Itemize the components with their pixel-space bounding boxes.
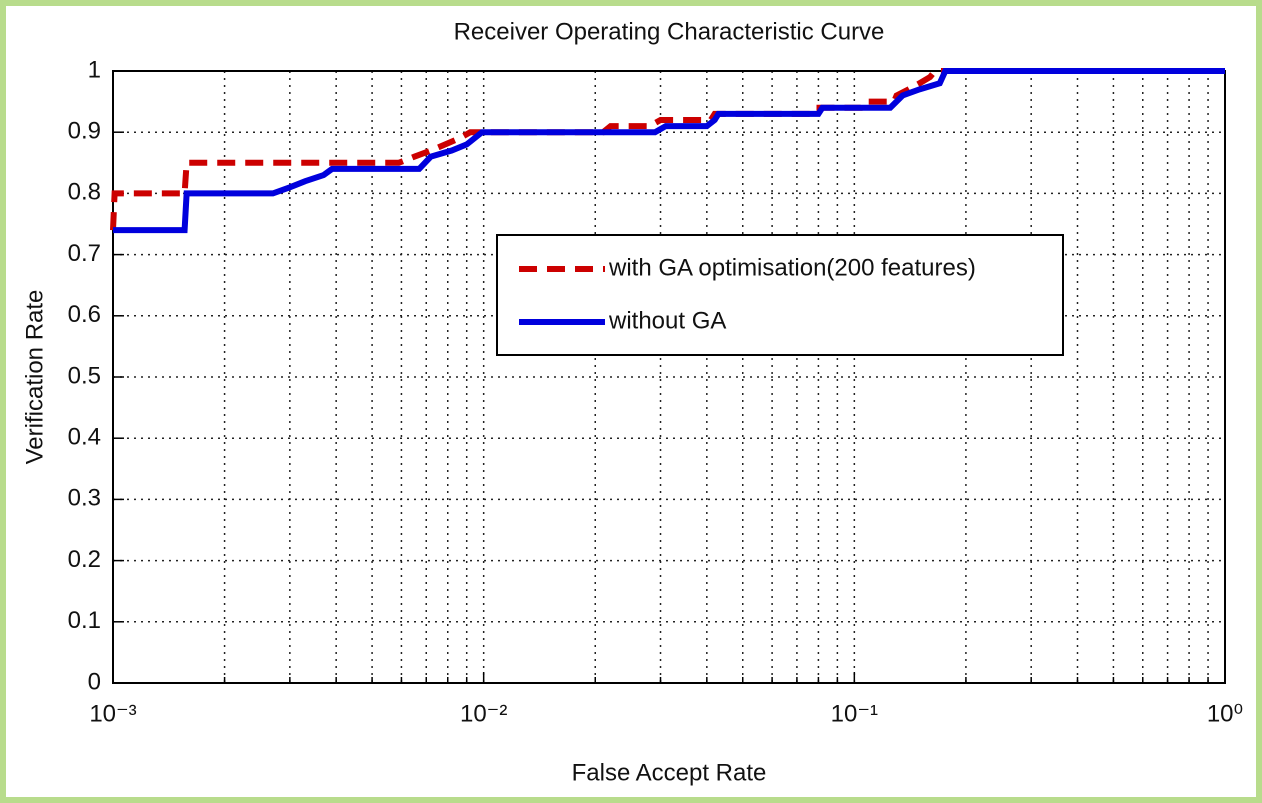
plot-frame — [112, 70, 1226, 684]
x-tick-label: 10⁻² — [460, 700, 507, 727]
x-tick-label: 10⁻³ — [89, 700, 136, 727]
legend-label: with GA optimisation(200 features) — [608, 254, 976, 281]
y-tick-label: 0.2 — [68, 546, 101, 573]
y-tick-label: 1 — [88, 56, 101, 83]
y-tick-label: 0.8 — [68, 179, 101, 206]
x-axis-label: False Accept Rate — [572, 759, 767, 786]
series-line — [110, 68, 1225, 231]
y-tick-label: 0.5 — [68, 362, 101, 389]
y-tick-label: 0.9 — [68, 118, 101, 145]
x-tick-label: 10⁻¹ — [831, 700, 878, 727]
y-tick-label: 0 — [88, 668, 101, 695]
y-tick-label: 0.7 — [68, 240, 101, 267]
legend-label: without GA — [608, 307, 726, 334]
y-axis-label: Verification Rate — [21, 290, 48, 465]
y-tick-label: 0.4 — [68, 424, 101, 451]
y-tick-label: 0.3 — [68, 485, 101, 512]
y-tick-label: 0.6 — [68, 301, 101, 328]
x-tick-label: 10⁰ — [1207, 700, 1243, 727]
legend-box — [496, 234, 1064, 356]
series-line — [113, 68, 1225, 234]
chart-title: Receiver Operating Characteristic Curve — [454, 18, 885, 45]
y-tick-label: 0.1 — [68, 607, 101, 634]
